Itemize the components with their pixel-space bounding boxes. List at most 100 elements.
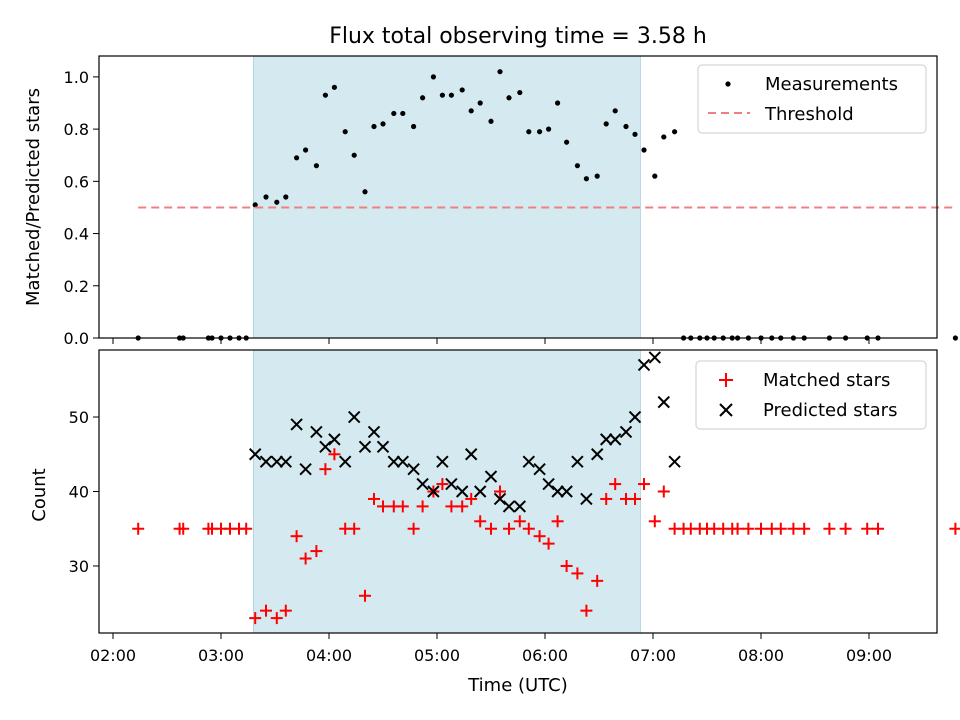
measurement-point: [439, 92, 445, 98]
x-tick-label: 09:00: [846, 646, 892, 665]
measurement-point: [274, 199, 280, 205]
matched-star-point: [503, 522, 515, 535]
predicted-star-point: [358, 440, 372, 454]
predicted-star-point: [464, 448, 478, 461]
predicted-star-point: [310, 425, 323, 439]
predicted-star-point: [396, 455, 410, 468]
predicted-star-point: [551, 485, 564, 498]
measurement-point: [488, 118, 494, 124]
y-tick-label: 0.4: [64, 225, 89, 244]
x-tick-label: 07:00: [630, 646, 676, 665]
top-axes-frame: [98, 55, 938, 339]
measurement-point: [564, 139, 570, 145]
predicted-star-point: [637, 358, 651, 372]
y-tick-label: 50: [69, 408, 89, 427]
matched-star-point: [377, 500, 389, 513]
predicted-star-point: [513, 500, 527, 513]
measurement-point: [252, 202, 258, 208]
measurement-point: [411, 123, 417, 130]
legend-measurements-marker: [725, 81, 731, 87]
predicted-star-point: [338, 455, 352, 468]
measurement-point: [468, 108, 474, 114]
matched-star-point: [465, 492, 478, 505]
matched-star-point: [798, 522, 811, 535]
legend-matched-marker: [719, 373, 733, 387]
matched-star-point: [657, 485, 670, 498]
matched-star-point: [456, 500, 469, 513]
measurement-point: [583, 176, 590, 182]
predicted-star-point: [259, 455, 273, 468]
predicted-star-point: [376, 440, 390, 454]
predicted-star-point: [299, 462, 312, 476]
predicted-star-point: [367, 425, 381, 439]
x-tick-label: 02:00: [90, 646, 136, 665]
y-tick-label: 0.8: [64, 120, 89, 139]
measurement-point: [517, 89, 523, 96]
measurement-point: [497, 69, 503, 75]
predicted-star-point: [270, 455, 284, 468]
measurement-point: [294, 155, 300, 161]
measurement-point: [342, 129, 348, 135]
matched-star-point: [522, 522, 535, 535]
predicted-star-point: [248, 448, 262, 461]
matched-star-point: [416, 500, 429, 513]
matched-star-point: [177, 522, 190, 535]
matched-star-point: [823, 522, 836, 535]
measurement-point: [362, 189, 368, 195]
measurement-point: [661, 134, 667, 140]
x-tick-label: 08:00: [738, 646, 784, 665]
y-tick-label: 30: [69, 557, 89, 576]
predicted-star-point: [522, 455, 536, 468]
measurement-point: [623, 123, 629, 130]
matched-star-point: [436, 478, 449, 491]
matched-star-point: [407, 522, 420, 535]
predicted-star-point: [590, 448, 604, 461]
measurement-point: [506, 95, 512, 101]
measurement-point: [459, 87, 465, 93]
x-tick-label: 06:00: [522, 646, 568, 665]
predicted-star-point: [608, 433, 622, 446]
matched-star-point: [774, 522, 787, 535]
matched-star-point: [542, 537, 555, 550]
measurement-point: [952, 335, 959, 341]
predicted-star-point: [427, 485, 440, 498]
legend-predicted-marker: [719, 403, 733, 417]
measurement-point: [555, 100, 561, 106]
measurement-point: [546, 126, 552, 132]
matched-star-point: [742, 522, 755, 535]
matched-star-point: [600, 492, 613, 505]
matched-star-point: [359, 589, 371, 602]
x-tick-label: 03:00: [198, 646, 244, 665]
measurement-point: [380, 121, 386, 127]
matched-star-point: [368, 492, 380, 505]
measurement-point: [594, 173, 600, 179]
bottom-legend: Matched stars Predicted stars: [695, 360, 927, 430]
predicted-star-point: [560, 485, 573, 498]
predicted-star-point: [328, 433, 341, 446]
measurement-point: [641, 147, 647, 153]
measurement-point: [603, 121, 609, 127]
matched-star-point: [249, 612, 262, 625]
predicted-star-point: [484, 470, 498, 483]
measurement-point: [574, 163, 581, 169]
measurement-point: [331, 84, 337, 90]
legend-threshold-label: Threshold: [764, 104, 854, 125]
predicted-star-point: [493, 492, 507, 506]
matched-star-point: [290, 530, 303, 543]
predicted-star-point: [619, 425, 633, 439]
matched-star-point: [609, 478, 622, 491]
top-legend: Measurements Threshold: [697, 64, 927, 134]
matched-star-point: [396, 500, 409, 513]
top-panel: 0.0 0.2 0.4 0.6 0.8 1.0 Matched/Predicted sta…: [23, 55, 959, 348]
measurement-point: [430, 74, 436, 80]
matched-star-point: [648, 515, 661, 528]
x-tick-label: 04:00: [306, 646, 352, 665]
measurement-point: [672, 129, 678, 135]
y-tick-label: 1.0: [64, 68, 89, 87]
measurement-point: [420, 95, 426, 101]
predicted-star-point: [542, 477, 555, 491]
measurement-point: [477, 100, 483, 106]
predicted-star-point: [628, 410, 642, 424]
matched-star-point: [445, 500, 458, 513]
predicted-star-point: [648, 351, 662, 364]
